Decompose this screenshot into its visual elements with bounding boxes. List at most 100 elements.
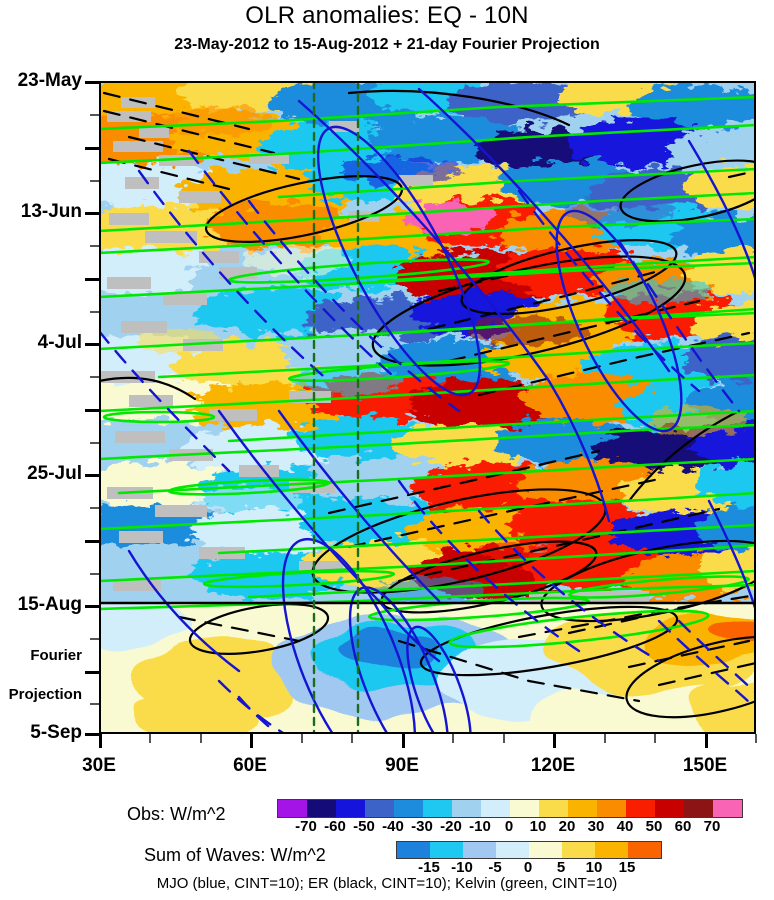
x-tick-minor — [149, 734, 151, 743]
colorbar-tick-label: 10 — [585, 859, 603, 876]
x-label-120e: 120E — [530, 755, 576, 776]
x-label-30e: 30E — [82, 755, 116, 776]
colorbar-segment — [452, 800, 481, 817]
y-tick-minor — [90, 573, 99, 575]
colorbar-tick-label: 15 — [618, 859, 636, 876]
page-title: OLR anomalies: EQ - 10N — [245, 2, 529, 29]
y-tick-major — [85, 733, 99, 736]
x-label-90e: 90E — [385, 755, 419, 776]
y-label-23-may: 23-May — [17, 70, 82, 91]
x-label-60e: 60E — [233, 755, 267, 776]
x-tick-major — [99, 734, 102, 748]
x-tick-major — [705, 734, 708, 748]
kelvin-contours — [99, 95, 756, 649]
contour-legend-footnote: MJO (blue, CINT=10); ER (black, CINT=10)… — [156, 875, 618, 892]
colorbar-segment — [423, 800, 452, 817]
colorbar-segment — [336, 800, 365, 817]
y-tick-minor — [85, 409, 99, 412]
colorbar-segment — [481, 800, 510, 817]
y-tick-major — [85, 474, 99, 477]
y-label-5-sep: 5-Sep — [30, 722, 82, 743]
y-tick-minor — [85, 540, 99, 543]
y-tick-minor — [90, 376, 99, 378]
y-tick-minor — [85, 147, 99, 150]
colorbar-segment — [539, 800, 568, 817]
colorbar-tick-label: -5 — [488, 859, 502, 876]
x-tick-major — [402, 734, 405, 748]
x-tick-minor — [301, 734, 303, 743]
x-tick-minor — [654, 734, 656, 743]
y-tick-minor — [85, 671, 99, 674]
colorbar-tick-label: 40 — [616, 818, 634, 835]
colorbar-segment — [365, 800, 394, 817]
colorbar-tick-label: -10 — [469, 818, 491, 835]
x-tick-minor — [452, 734, 454, 743]
fourier-projection-field — [99, 603, 756, 734]
colorbar-tick-label: -70 — [295, 818, 317, 835]
colorbar-tick-label: 0 — [504, 818, 514, 835]
colorbar-segment — [510, 800, 539, 817]
y-tick-major — [85, 212, 99, 215]
colorbar-segment — [397, 842, 430, 858]
x-tick-minor — [351, 734, 353, 743]
y-tick-minor — [90, 703, 99, 705]
colorbar-tick-label: -20 — [440, 818, 462, 835]
colorbar-tick-label: 60 — [674, 818, 692, 835]
y-label-15-aug: 15-Aug — [17, 594, 82, 615]
y-label-4-jul: 4-Jul — [37, 332, 82, 353]
colorbar-tick-label: -40 — [382, 818, 404, 835]
colorbar-segment — [713, 800, 742, 817]
colorbar-segment — [595, 842, 628, 858]
colorbar-segment — [626, 800, 655, 817]
colorbar-segment — [430, 842, 463, 858]
colorbar-segment — [307, 800, 336, 817]
y-tick-major — [85, 343, 99, 346]
colorbar-segment — [628, 842, 661, 858]
y-tick-minor — [90, 114, 99, 116]
colorbar-tick-label: 50 — [645, 818, 663, 835]
colorbar-segment — [496, 842, 529, 858]
y-label-25-jul: 25-Jul — [27, 463, 82, 484]
colorbar-tick-label: -60 — [324, 818, 346, 835]
colorbar-tick-label: -15 — [418, 859, 440, 876]
y-tick-major — [85, 81, 99, 84]
y-tick-minor — [90, 180, 99, 182]
y-tick-minor — [90, 442, 99, 444]
y-tick-minor — [90, 507, 99, 509]
waves-colorbar — [396, 841, 662, 859]
fourier-projection-label-line2: Projection — [8, 686, 82, 703]
x-tick-major — [553, 734, 556, 748]
obs-colorbar — [277, 799, 743, 818]
x-tick-minor — [755, 734, 757, 743]
y-label-13-jun: 13-Jun — [20, 201, 82, 222]
plot-canvas — [99, 81, 756, 734]
y-tick-minor — [90, 638, 99, 640]
colorbar-tick-label: 20 — [558, 818, 576, 835]
colorbar-tick-label: 30 — [587, 818, 605, 835]
colorbar-segment — [529, 842, 562, 858]
page-subtitle: 23-May-2012 to 15-Aug-2012 + 21-day Four… — [174, 36, 600, 53]
x-tick-minor — [200, 734, 202, 743]
colorbar-tick-label: 5 — [556, 859, 566, 876]
y-tick-minor — [85, 278, 99, 281]
colorbar-tick-label: 0 — [523, 859, 533, 876]
waves-colorbar-label: Sum of Waves: W/m^2 — [144, 845, 326, 865]
colorbar-segment — [394, 800, 423, 817]
colorbar-segment — [463, 842, 496, 858]
hovmoller-plot-area — [99, 81, 756, 734]
y-tick-minor — [90, 245, 99, 247]
colorbar-segment — [278, 800, 307, 817]
reference-longitude-lines — [312, 81, 360, 734]
colorbar-segment — [655, 800, 684, 817]
colorbar-segment — [562, 842, 595, 858]
x-label-150e: 150E — [682, 755, 728, 776]
colorbar-tick-label: -30 — [411, 818, 433, 835]
x-tick-minor — [503, 734, 505, 743]
x-tick-major — [250, 734, 253, 748]
y-tick-major — [85, 605, 99, 608]
colorbar-segment — [597, 800, 626, 817]
fourier-projection-label-line1: Fourier — [30, 647, 82, 664]
colorbar-tick-label: -10 — [451, 859, 473, 876]
colorbar-tick-label: 10 — [529, 818, 547, 835]
